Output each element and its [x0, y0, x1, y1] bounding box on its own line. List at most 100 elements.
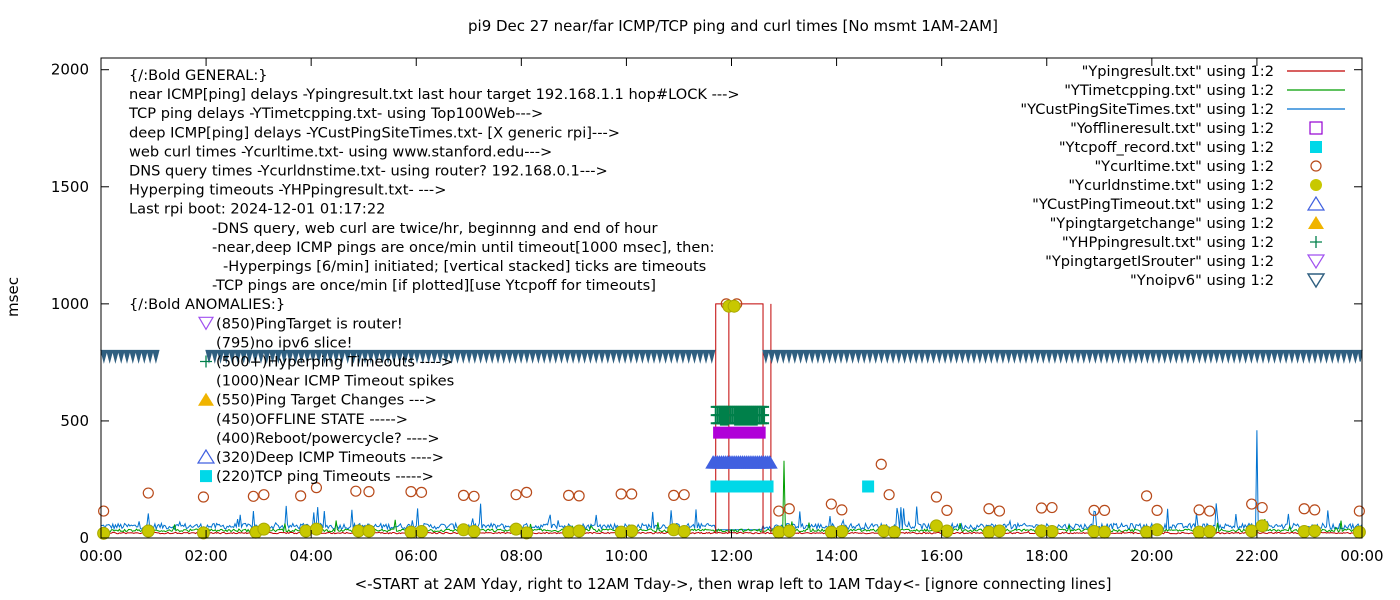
curltime-point	[405, 486, 417, 498]
curldnstime-point	[1045, 524, 1059, 538]
curltime-point	[520, 486, 533, 498]
curltime-point	[1246, 498, 1258, 510]
curltime-point	[1193, 504, 1205, 516]
curltime-point	[1098, 504, 1111, 516]
annotation-line: (1000)Near ICMP Timeout spikes	[216, 373, 454, 390]
curltime-point	[563, 489, 575, 501]
curldnstime-point	[362, 524, 376, 538]
curltime-point	[142, 487, 154, 499]
axes: 00:00 02:00 04:00 06:00 08:00 10:00 12:00 14:00…	[51, 57, 1384, 565]
curltime-point	[1046, 501, 1058, 514]
curldnstime-point	[782, 524, 796, 538]
noipv6-band	[762, 349, 1363, 364]
curltime-point	[773, 505, 785, 517]
annotation-line: {/:Bold ANOMALIES:}	[129, 296, 285, 313]
curltime-point	[98, 505, 110, 517]
y-tick-label: 2000	[51, 61, 89, 79]
annotation-line: (450)OFFLINE STATE ----->	[216, 411, 408, 428]
hyperping-timeouts-point	[759, 405, 770, 425]
annotation-line: -DNS query, web curl are twice/hr, begin…	[212, 220, 657, 237]
curltime-point	[350, 485, 362, 497]
legend-key	[1308, 216, 1324, 229]
curldnstime-point	[457, 523, 471, 537]
x-axis-label: <-START at 2AM Yday, right to 12AM Tday-…	[355, 575, 1112, 593]
curldnstime-point	[887, 525, 901, 539]
curldnstime-point	[835, 524, 849, 538]
curldnstime-point	[467, 524, 481, 538]
x-tick-label: 08:00	[500, 547, 543, 565]
curldnstime-point	[257, 522, 271, 536]
legend: "Ypingresult.txt" using 1:2 "YTimetcpping…	[1020, 63, 1345, 289]
curldnstime-point	[677, 524, 691, 538]
annotations: {/:Bold GENERAL:} near ICMP[ping] delays …	[128, 67, 740, 485]
annotation-line: (220)TCP ping Timeouts ----->	[216, 468, 434, 485]
curltime-point	[573, 490, 585, 502]
curltime-point	[883, 489, 895, 501]
curltime-point	[510, 489, 522, 501]
x-tick-label: 00:00	[1340, 547, 1383, 565]
curltime-point	[415, 486, 428, 498]
legend-marker	[1306, 195, 1326, 211]
curldnstime-point	[1098, 525, 1112, 539]
curltime-point	[783, 503, 795, 515]
annotation-line: (850)PingTarget is router!	[216, 315, 403, 332]
legend-label: "YpingtargetISrouter" using 1:2	[1045, 253, 1274, 270]
tcp-timeout-marker	[200, 470, 212, 483]
curltime-point	[1298, 503, 1310, 515]
curltime-point	[983, 503, 995, 515]
curltime-point	[197, 491, 210, 503]
x-tick-label: 12:00	[710, 547, 753, 565]
annotation-line: deep ICMP[ping] delays -YCustPingSiteTim…	[129, 124, 620, 141]
x-tick-label: 20:00	[1130, 547, 1173, 565]
curltime-point	[258, 489, 270, 501]
legend-key	[1306, 254, 1326, 270]
curldnstime-point	[1255, 519, 1269, 533]
annotation-line: -Hyperpings [6/min] initiated; [vertical…	[223, 258, 706, 275]
annotation-line: {/:Bold GENERAL:}	[129, 67, 268, 84]
deep-icmp-timeouts-point	[761, 455, 778, 469]
legend-label: "Ynoipv6" using 1:2	[1130, 272, 1274, 289]
deep-icmp-marker	[196, 448, 216, 464]
curltime-point	[626, 488, 638, 500]
curldnstime-point	[520, 526, 534, 540]
noipv6-band	[100, 349, 160, 364]
hyperping-solid	[719, 406, 729, 426]
x-tick-label: 04:00	[290, 547, 333, 565]
legend-marker	[1310, 160, 1322, 172]
curldnstime-point	[1352, 525, 1366, 539]
legend-marker	[1310, 141, 1322, 153]
curldnstime-point	[415, 524, 429, 538]
legend-label: "YHPpingresult.txt" using 1:2	[1062, 234, 1274, 251]
annotation-line: TCP ping delays -YTimetcpping.txt- using…	[128, 105, 543, 122]
curldnstime-point	[940, 524, 954, 538]
annotation-line: -near,deep ICMP pings are once/min until…	[212, 239, 715, 256]
x-tick-label: 00:00	[79, 547, 122, 565]
curltime-point	[1140, 490, 1153, 502]
curltime-point	[468, 490, 480, 502]
x-tick-label: 14:00	[815, 547, 858, 565]
y-axis-label: msec	[4, 277, 22, 317]
curldnstime-point	[1308, 524, 1322, 538]
curldnstime-point	[929, 519, 943, 533]
curltime-point	[457, 489, 470, 501]
annotation-line: web curl times -Ycurltime.txt- using www…	[129, 143, 552, 160]
curltime-point	[615, 488, 627, 500]
curltime-point	[310, 482, 323, 494]
annotation-line: (400)Reboot/powercycle? ---->	[216, 430, 440, 447]
curldnstime-point	[1245, 524, 1259, 538]
annotation-line: (320)Deep ICMP Timeouts ---->	[216, 449, 444, 466]
curldnstime-point	[667, 523, 681, 537]
legend-marker	[1308, 216, 1324, 229]
curldnstime-point	[299, 524, 313, 538]
legend-key	[1309, 121, 1323, 135]
legend-marker	[1309, 121, 1323, 135]
legend-label: "Ycurldnstime.txt" using 1:2	[1068, 177, 1274, 194]
curltime-point	[363, 486, 375, 498]
annotation-line: (795)no ipv6 slice!	[216, 334, 353, 351]
curltime-point	[930, 491, 943, 503]
annotation-line: Last rpi boot: 2024-12-01 01:17:22	[129, 201, 385, 218]
y-tick-label: 1500	[51, 178, 89, 196]
y-tick-label: 500	[60, 412, 89, 430]
x-tick-label: 22:00	[1235, 547, 1278, 565]
